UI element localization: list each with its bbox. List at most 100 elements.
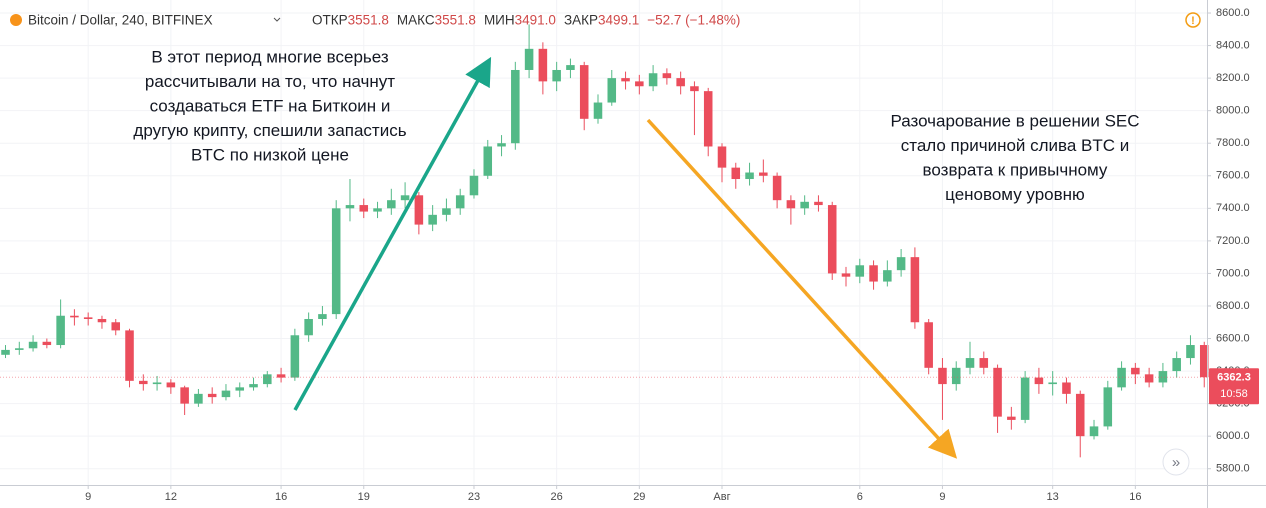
candle-body [180, 387, 189, 404]
y-tick-label: 5800.0 [1216, 463, 1250, 475]
candle-body [635, 81, 644, 87]
candle-body [1172, 358, 1181, 372]
dropdown-icon[interactable] [273, 17, 281, 22]
candle-body [883, 270, 892, 282]
candle-body [552, 69, 561, 82]
candle-body [442, 208, 451, 215]
candle-body [800, 201, 809, 209]
y-tick-label: 6600.0 [1216, 332, 1250, 344]
candle-body [869, 265, 878, 282]
x-tick-label: 26 [551, 491, 563, 503]
y-tick-label: 7400.0 [1216, 202, 1250, 214]
candle-body [497, 143, 506, 147]
y-tick-label: 8600.0 [1216, 7, 1250, 19]
candle-body [290, 335, 300, 378]
candle-body [235, 387, 245, 391]
candle-body [318, 314, 327, 319]
stat-value: 3491.0 [515, 13, 556, 28]
stat-label: ЗАКР [564, 13, 598, 28]
y-tick-label: 8000.0 [1216, 105, 1250, 117]
candle-body [249, 384, 258, 388]
candle-body [345, 205, 355, 209]
candle-body [373, 208, 382, 212]
candle-body [593, 102, 603, 119]
candle-body [1103, 387, 1113, 427]
candle-body [607, 78, 617, 103]
y-tick-label: 6800.0 [1216, 300, 1250, 312]
candle-body [1131, 367, 1140, 375]
x-tick-label: 9 [939, 491, 945, 503]
candle-body [924, 322, 933, 368]
candle-body [1007, 416, 1016, 420]
candle-body [1034, 377, 1044, 385]
candle-body [194, 393, 203, 404]
candle-body [827, 205, 837, 274]
candle-body [1, 349, 10, 355]
candle-body [139, 380, 148, 385]
candle-body [511, 69, 520, 144]
x-tick-label: 23 [468, 491, 480, 503]
candle-body [538, 48, 548, 82]
ohlc-stats: ОТКР 3551.8 МАКС 3551.8 МИН 3491.0 ЗАКР 3499.1 [312, 13, 639, 28]
chart-title[interactable]: Bitcoin / Dollar, 240, BITFINEX [28, 13, 213, 28]
y-tick-label: 7000.0 [1216, 267, 1250, 279]
annotations: В этот период многие всерьез рассчитывали… [133, 47, 1139, 204]
candle-body [152, 382, 162, 385]
candle-body [1199, 345, 1209, 378]
candle-body [524, 48, 534, 70]
annotation-line: создаваться ETF на Биткоин и [150, 96, 391, 115]
fall-arrow [646, 118, 958, 459]
candle-body [1062, 382, 1071, 394]
annotation-line: BTC по низкой цене [191, 145, 349, 164]
candle-body [786, 200, 796, 209]
x-tick-label: 16 [1129, 491, 1141, 503]
candle-body [387, 200, 396, 209]
candle-body [621, 78, 630, 82]
stat-value: 3551.8 [348, 13, 389, 28]
candle-body [469, 175, 479, 196]
candle-body [15, 348, 24, 350]
candle-body [263, 374, 272, 385]
candle-body [910, 257, 920, 323]
candle-body [125, 330, 134, 381]
candle-body [42, 341, 52, 346]
annotation-line: другую крипту, спешили запастись [133, 121, 406, 140]
last-price-label: 6362.3 [1217, 372, 1251, 384]
candle-body [759, 172, 768, 176]
candle-body [111, 322, 121, 331]
annotation-line: ценовому уровню [945, 185, 1085, 204]
x-tick-label: 9 [85, 491, 91, 503]
symbol-icon[interactable] [10, 14, 22, 26]
candle-body [428, 214, 437, 225]
candle-body [938, 367, 947, 385]
candle-body [28, 341, 38, 349]
x-tick-label: 12 [165, 491, 177, 503]
candle-body [717, 146, 727, 168]
candles [1, 24, 1209, 458]
y-tick-label: 8200.0 [1216, 72, 1250, 84]
candle-body [1048, 382, 1057, 385]
scroll-button[interactable] [1162, 448, 1190, 476]
y-tick-label: 7800.0 [1216, 137, 1250, 149]
y-tick-label: 6000.0 [1216, 430, 1250, 442]
candle-body [400, 195, 410, 201]
candle-body [662, 73, 672, 79]
countdown-label: 10:58 [1220, 388, 1248, 400]
candle-body [414, 195, 424, 225]
candle-body [1075, 393, 1085, 437]
warning-icon[interactable] [1185, 12, 1201, 28]
x-tick-label: 6 [857, 491, 863, 503]
candle-body [1117, 367, 1126, 388]
last-price-box [1209, 368, 1259, 405]
scroll-icon[interactable]: » [1172, 454, 1180, 471]
last-price-tag: 6362.3 10:58 [0, 368, 1259, 405]
warning-mark[interactable]: ! [1191, 15, 1195, 27]
annotation-line: возврата к привычному [923, 160, 1108, 179]
candle-body [841, 273, 851, 277]
x-tick-label: 29 [633, 491, 645, 503]
candle-body [1089, 426, 1099, 437]
candle-body [896, 257, 906, 271]
x-tick-label: 16 [275, 491, 287, 503]
